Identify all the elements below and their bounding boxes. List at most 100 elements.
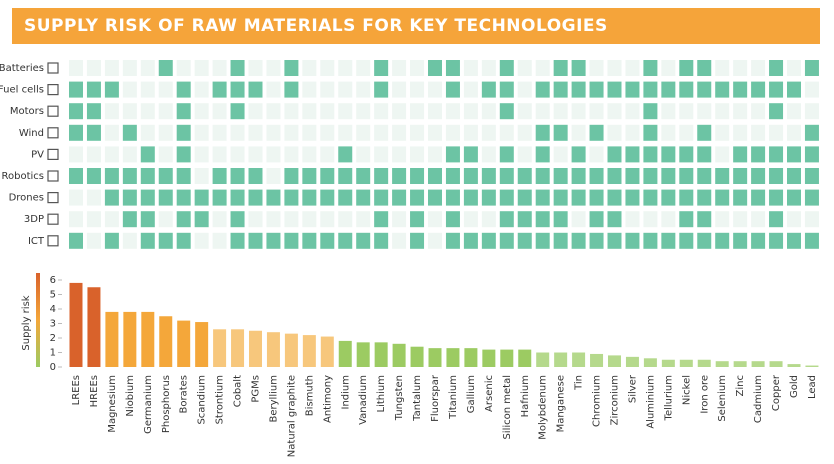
cell bbox=[571, 189, 586, 206]
x-tick-label: Niobium bbox=[125, 375, 136, 417]
x-tick-label: Tellurium bbox=[663, 375, 674, 421]
row-icon bbox=[47, 62, 59, 74]
cell bbox=[679, 81, 694, 98]
cell bbox=[356, 146, 371, 163]
cell bbox=[517, 146, 532, 163]
cell bbox=[679, 146, 694, 163]
cell bbox=[86, 189, 101, 206]
cell bbox=[266, 103, 281, 120]
cell bbox=[140, 81, 155, 98]
cell bbox=[69, 189, 83, 206]
cell bbox=[571, 211, 586, 228]
x-tick-label: Scandium bbox=[197, 375, 208, 425]
cell bbox=[499, 124, 514, 141]
cell bbox=[122, 189, 137, 206]
cell bbox=[481, 81, 496, 98]
bar bbox=[159, 316, 173, 367]
cell bbox=[86, 168, 101, 184]
cell bbox=[86, 124, 101, 141]
row-label: 3DP bbox=[24, 214, 44, 225]
cell bbox=[230, 103, 245, 120]
cell bbox=[589, 168, 604, 184]
cell bbox=[194, 81, 209, 98]
x-tick-label: Zinc bbox=[735, 375, 746, 396]
cell bbox=[625, 124, 640, 141]
cell bbox=[679, 189, 694, 206]
cell bbox=[410, 81, 425, 98]
cell bbox=[715, 124, 730, 141]
x-tick-label: Magnesium bbox=[107, 375, 118, 433]
cell bbox=[374, 124, 389, 141]
x-tick-label: Antimony bbox=[322, 375, 333, 423]
cell bbox=[428, 103, 442, 120]
cell bbox=[86, 103, 101, 120]
bar bbox=[87, 287, 101, 367]
cell bbox=[804, 189, 819, 206]
cell bbox=[679, 232, 694, 249]
cell bbox=[751, 232, 766, 249]
cell bbox=[463, 60, 478, 76]
cell bbox=[481, 103, 496, 120]
cell bbox=[248, 168, 263, 184]
cell bbox=[212, 81, 227, 98]
cell bbox=[553, 81, 568, 98]
x-tick-label: Beryllium bbox=[268, 375, 279, 422]
cell bbox=[248, 232, 263, 249]
cell bbox=[338, 211, 353, 228]
cell bbox=[463, 103, 478, 120]
x-tick-label: Hafnium bbox=[520, 375, 531, 417]
cell bbox=[715, 232, 730, 249]
cell bbox=[356, 103, 371, 120]
cell bbox=[463, 211, 478, 228]
x-tick-label: PGMs bbox=[251, 375, 262, 403]
cell bbox=[140, 146, 155, 163]
cell bbox=[769, 189, 784, 206]
cell bbox=[481, 168, 496, 184]
x-tick-label: Lead bbox=[807, 375, 818, 399]
cell bbox=[374, 103, 389, 120]
bar bbox=[500, 349, 514, 367]
cell bbox=[392, 81, 407, 98]
cell bbox=[69, 60, 83, 76]
x-tick-label: HREEs bbox=[89, 375, 100, 407]
bar bbox=[697, 359, 711, 367]
cell bbox=[751, 168, 766, 184]
cell bbox=[499, 81, 514, 98]
cell bbox=[804, 103, 819, 120]
cell bbox=[697, 211, 712, 228]
cell bbox=[194, 60, 209, 76]
cell bbox=[607, 232, 622, 249]
cell bbox=[607, 81, 622, 98]
cell bbox=[374, 189, 389, 206]
cell bbox=[302, 232, 317, 249]
cell bbox=[140, 103, 155, 120]
cell bbox=[517, 211, 532, 228]
cell bbox=[751, 189, 766, 206]
bar bbox=[733, 361, 747, 367]
bar bbox=[643, 358, 657, 367]
cell bbox=[176, 60, 191, 76]
cell bbox=[104, 232, 119, 249]
cell bbox=[697, 189, 712, 206]
cell bbox=[715, 211, 730, 228]
cell bbox=[338, 168, 353, 184]
cell bbox=[392, 211, 407, 228]
cell bbox=[643, 146, 658, 163]
cell bbox=[230, 81, 245, 98]
cell bbox=[715, 189, 730, 206]
cell bbox=[122, 60, 137, 76]
cell bbox=[571, 81, 586, 98]
x-tick-label: Arsenic bbox=[484, 375, 495, 412]
cell bbox=[230, 211, 245, 228]
bar bbox=[195, 322, 209, 367]
cell bbox=[338, 232, 353, 249]
bar bbox=[608, 355, 621, 367]
cell bbox=[661, 232, 676, 249]
bar bbox=[410, 346, 424, 367]
cell bbox=[643, 189, 658, 206]
cell bbox=[697, 60, 712, 76]
cell bbox=[481, 146, 496, 163]
bar bbox=[482, 349, 496, 367]
cell bbox=[104, 81, 119, 98]
bar bbox=[213, 329, 227, 367]
